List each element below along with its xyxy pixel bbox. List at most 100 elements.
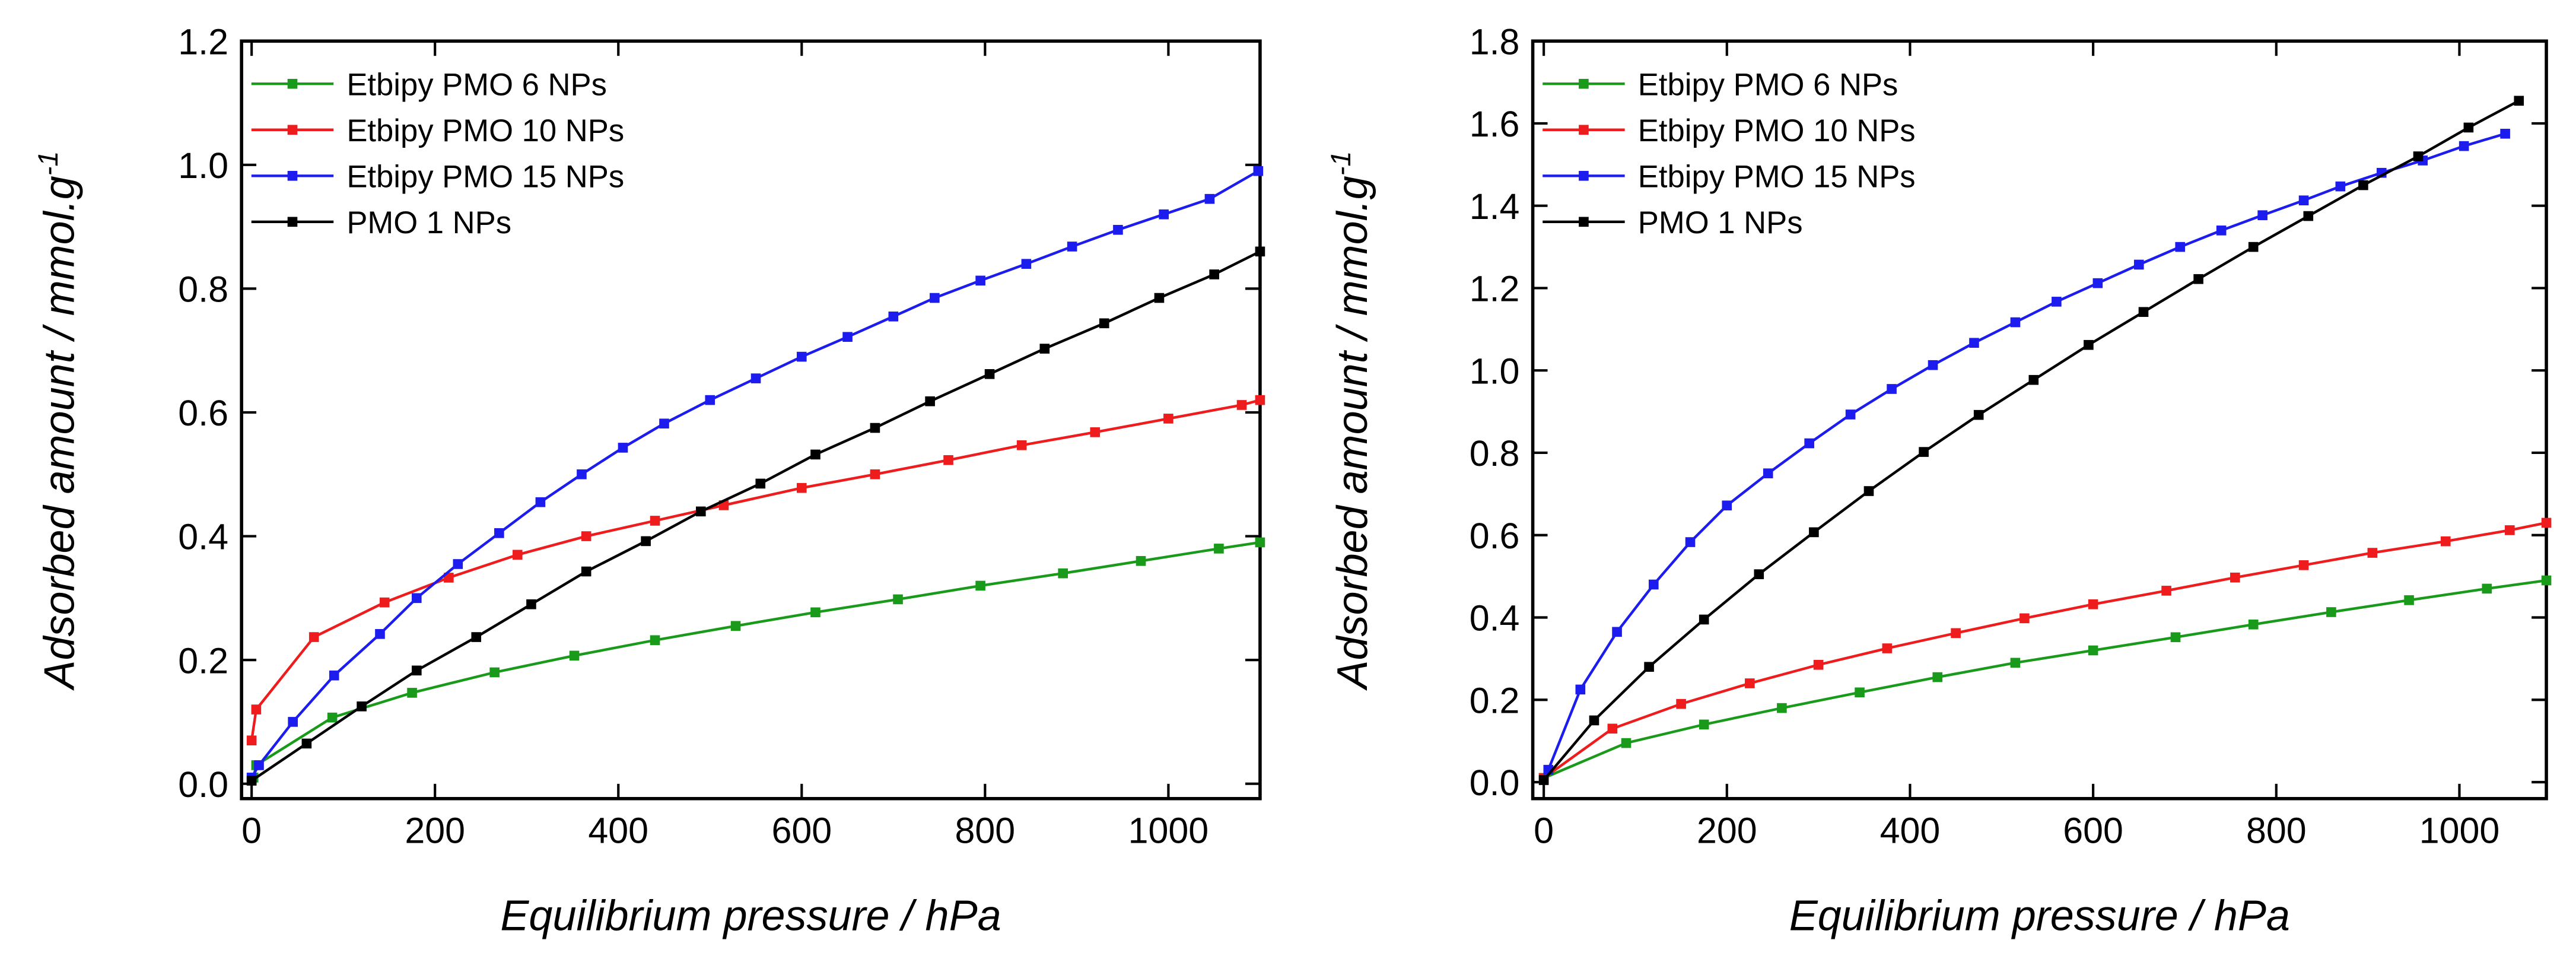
legend-marker [287, 125, 298, 135]
data-point [1699, 719, 1709, 730]
data-point [2170, 632, 2181, 643]
data-point [2500, 129, 2510, 139]
legend-label: Etbipy PMO 10 NPs [1638, 113, 1916, 148]
data-point [2413, 151, 2424, 161]
legend-label: PMO 1 NPs [1638, 205, 1803, 240]
y-axis-label-sup: -1 [32, 151, 63, 176]
data-point [379, 597, 390, 608]
data-point [650, 635, 660, 646]
y-tick-label: 0.8 [1470, 433, 1520, 474]
data-point [1255, 537, 1265, 548]
data-point [1113, 225, 1123, 235]
data-point [2335, 181, 2346, 192]
data-point [1855, 687, 1865, 698]
y-tick-label: 0.6 [1470, 516, 1520, 556]
data-point [251, 704, 262, 715]
y-tick-label: 1.6 [1470, 104, 1520, 144]
data-point [975, 580, 985, 591]
data-point [357, 701, 367, 712]
data-point [984, 369, 995, 379]
data-point [1763, 468, 1773, 478]
y-tick-label: 1.2 [178, 21, 228, 62]
data-point [1685, 537, 1696, 547]
data-point [1644, 662, 1654, 672]
data-point [2138, 307, 2149, 317]
data-point [1648, 579, 1659, 590]
x-axis-label: Equilibrium pressure / hPa [500, 892, 1001, 939]
data-point [246, 776, 257, 786]
data-point [569, 650, 580, 661]
data-point [1163, 414, 1173, 424]
data-point [2088, 599, 2098, 609]
data-point [1255, 395, 1265, 405]
legend-marker [287, 170, 298, 181]
y-tick-label: 1.4 [1470, 186, 1520, 227]
data-point [1932, 672, 1943, 682]
data-point [407, 688, 417, 698]
data-point [2052, 297, 2062, 307]
data-point [2440, 536, 2451, 547]
data-point [1253, 166, 1264, 176]
data-point [254, 760, 264, 770]
series-line [1543, 99, 2520, 781]
data-point [1919, 447, 1929, 457]
data-point [2092, 278, 2103, 288]
plot-frame [1531, 39, 2548, 801]
data-point [943, 455, 953, 465]
data-point [1863, 486, 1874, 496]
data-point [975, 275, 985, 286]
x-tick-label: 800 [2246, 811, 2307, 851]
data-point [2326, 607, 2336, 617]
series-line [1543, 521, 2547, 779]
data-point [489, 667, 500, 678]
data-point [1016, 440, 1027, 450]
data-point [810, 607, 820, 618]
x-tick-label: 1000 [2419, 811, 2500, 851]
data-point [2216, 226, 2227, 236]
legend-label: Etbipy PMO 6 NPs [1638, 68, 1898, 103]
data-point [1951, 628, 1961, 639]
data-point [750, 373, 761, 383]
data-point [696, 506, 706, 517]
data-point [1039, 344, 1050, 354]
x-axis-label: Equilibrium pressure / hPa [1789, 892, 2290, 939]
data-point [512, 550, 523, 560]
data-point [1136, 555, 1146, 566]
data-point [581, 531, 591, 541]
legend-marker [1579, 78, 1589, 89]
data-point [2133, 259, 2144, 270]
legend-label: Etbipy PMO 15 NPs [346, 160, 624, 195]
data-point [1969, 338, 1979, 348]
data-point [2010, 658, 2021, 668]
legend-marker [1579, 217, 1589, 227]
data-point [301, 738, 312, 749]
data-point [1745, 678, 1755, 688]
data-point [1090, 427, 1101, 437]
data-point [581, 566, 591, 577]
data-point [2028, 374, 2039, 385]
data-point [796, 351, 807, 362]
series-line [250, 170, 1259, 779]
data-point [1204, 193, 1215, 204]
y-tick-label: 0.8 [178, 269, 228, 310]
data-point [842, 332, 853, 342]
y-tick-label: 0.0 [178, 764, 228, 805]
data-point [650, 516, 660, 526]
plot-frame [240, 39, 1262, 801]
x-tick-label: 600 [771, 811, 832, 851]
y-axis-label: Adsorbed amount / mmol.g-1 [32, 151, 84, 691]
x-tick-label: 800 [955, 811, 1016, 851]
data-point [2303, 211, 2314, 221]
plot: 0.0 0.2 0.4 0.6 0.8 1.0 1.2 0 200 400 600 800 1000 Eq… [32, 21, 1265, 939]
y-tick-label: 1.0 [1470, 351, 1520, 391]
data-point [1021, 259, 1032, 269]
data-point [1538, 775, 1549, 785]
data-point [1067, 242, 1077, 252]
data-point [375, 629, 385, 639]
y-tick-label: 0.6 [178, 393, 228, 433]
x-tick-label: 0 [241, 811, 262, 851]
data-point [526, 599, 536, 609]
data-point [471, 632, 482, 642]
